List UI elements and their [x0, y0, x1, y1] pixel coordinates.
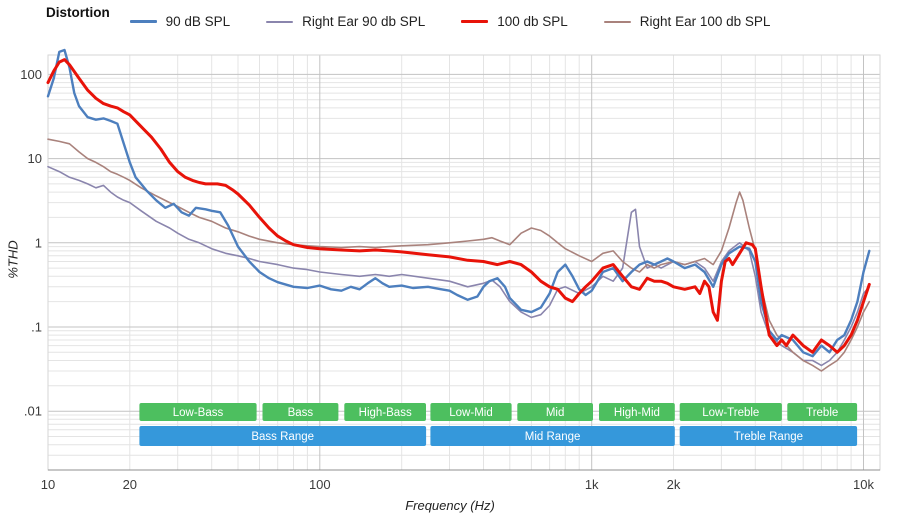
- legend-swatch-90db-spl: [129, 20, 157, 23]
- svg-text:Low-Mid: Low-Mid: [449, 407, 492, 419]
- legend-swatch-100db-spl: [461, 20, 489, 23]
- band-high-bass: [344, 403, 426, 421]
- y-axis-label: %THD: [5, 240, 21, 279]
- legend-label: Right Ear 100 db SPL: [639, 14, 771, 29]
- band-bass: [262, 403, 339, 421]
- svg-text:Low-Bass: Low-Bass: [173, 407, 224, 419]
- svg-text:.1: .1: [31, 320, 42, 335]
- svg-text:10: 10: [41, 477, 55, 492]
- legend-item-right-ear-90db-spl[interactable]: Right Ear 90 db SPL: [266, 14, 425, 29]
- svg-text:2k: 2k: [667, 477, 681, 492]
- svg-text:100: 100: [309, 477, 331, 492]
- legend-swatch-right-ear-100db-spl: [603, 20, 631, 23]
- series-line-2: [46, 58, 871, 354]
- svg-text:High-Bass: High-Bass: [359, 407, 412, 419]
- series-line-1: [47, 165, 871, 367]
- legend: 90 dB SPL Right Ear 90 db SPL 100 db SPL…: [0, 14, 900, 29]
- chart-title: Distortion: [46, 5, 110, 20]
- band-bass-range: [139, 426, 427, 446]
- legend-item-right-ear-100db-spl[interactable]: Right Ear 100 db SPL: [603, 14, 771, 29]
- svg-text:Bass: Bass: [288, 407, 314, 419]
- band-low-bass: [139, 403, 257, 421]
- legend-label: 100 db SPL: [497, 14, 568, 29]
- band-treble: [787, 403, 858, 421]
- x-axis-label: Frequency (Hz): [405, 498, 495, 513]
- svg-text:Mid Range: Mid Range: [525, 431, 581, 443]
- svg-text:Mid: Mid: [546, 407, 565, 419]
- legend-label: Right Ear 90 db SPL: [302, 14, 426, 29]
- svg-text:10k: 10k: [853, 477, 874, 492]
- svg-text:20: 20: [123, 477, 137, 492]
- band-low-treble: [679, 403, 782, 421]
- band-treble-range: [679, 426, 858, 446]
- svg-text:1: 1: [35, 235, 42, 250]
- legend-swatch-right-ear-90db-spl: [266, 20, 294, 23]
- legend-label: 90 dB SPL: [165, 14, 231, 29]
- series-line-3: [47, 138, 871, 372]
- svg-text:Low-Treble: Low-Treble: [702, 407, 759, 419]
- band-mid: [517, 403, 593, 421]
- band-mid-range: [430, 426, 675, 446]
- svg-text:10: 10: [28, 151, 42, 166]
- svg-text:Treble Range: Treble Range: [734, 431, 803, 443]
- legend-item-90db-spl[interactable]: 90 dB SPL: [129, 14, 231, 29]
- svg-text:Bass Range: Bass Range: [251, 431, 314, 443]
- svg-text:High-Mid: High-Mid: [614, 407, 660, 419]
- band-high-mid: [599, 403, 675, 421]
- svg-text:Treble: Treble: [806, 407, 838, 419]
- legend-item-100db-spl[interactable]: 100 db SPL: [461, 14, 568, 29]
- svg-text:1k: 1k: [585, 477, 599, 492]
- svg-text:100: 100: [20, 67, 42, 82]
- band-low-mid: [430, 403, 512, 421]
- svg-text:.01: .01: [24, 404, 42, 419]
